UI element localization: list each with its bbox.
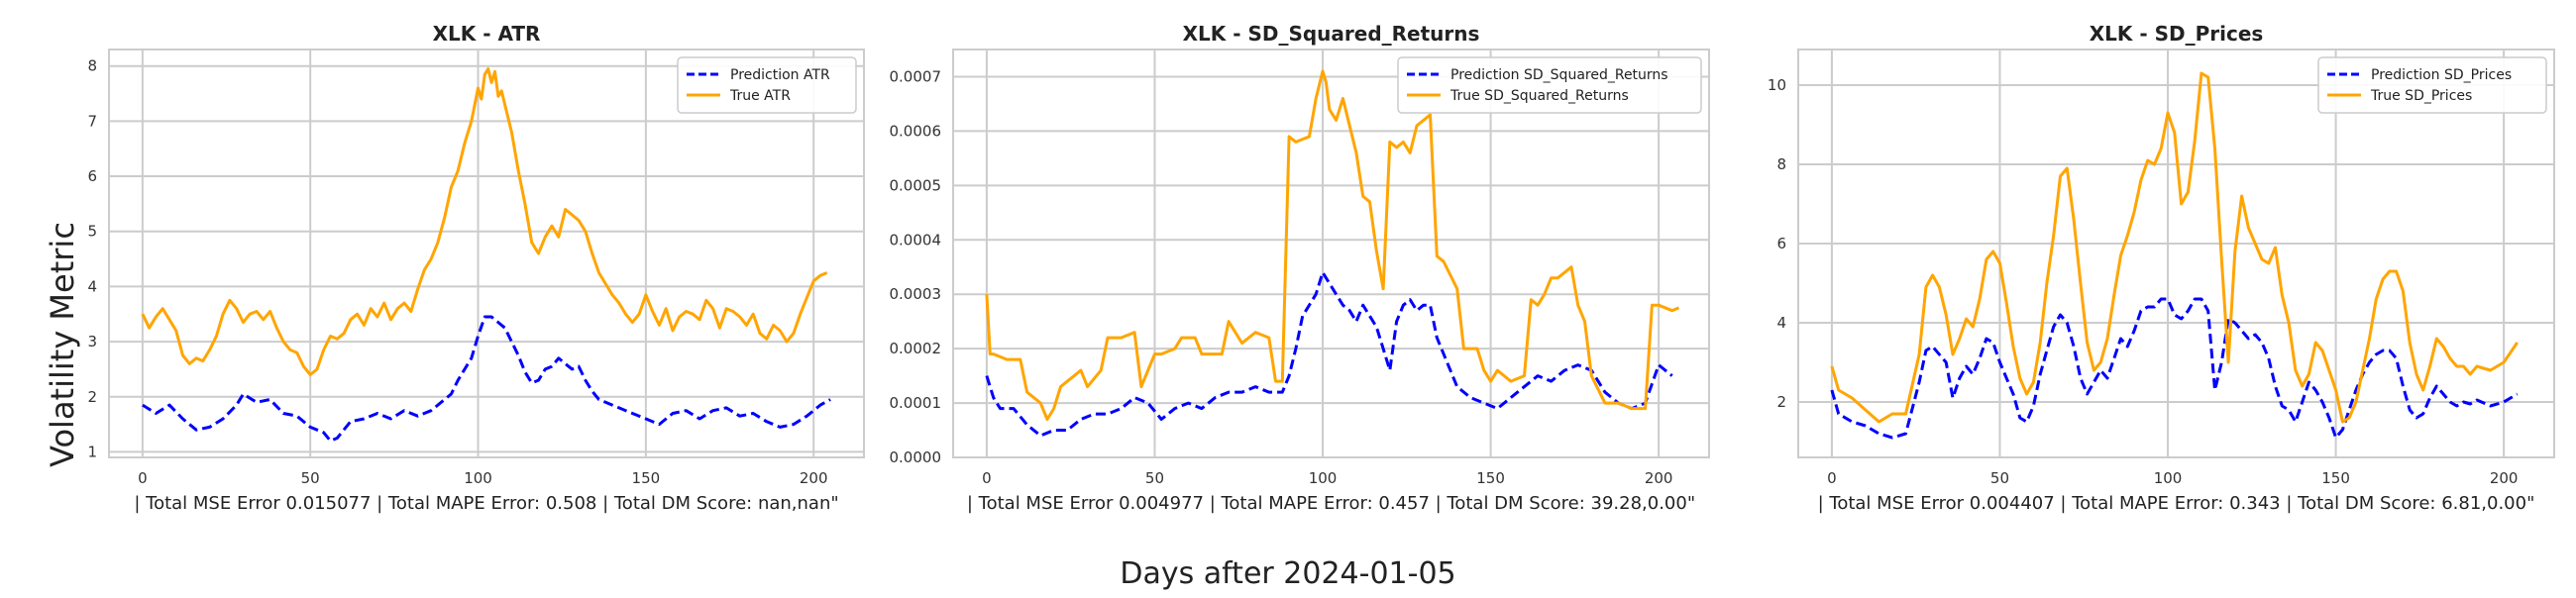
x-tick-label: 100 — [464, 469, 492, 487]
chart-panel-3: 0 50 100 150 200 2 4 6 8 10 XLK - SD_Prices | Total… — [1768, 22, 2555, 514]
y-tick-label: 2 — [1776, 393, 1786, 411]
legend: Prediction ATR True ATR — [677, 56, 857, 114]
x-tick-label: 200 — [800, 469, 828, 487]
x-tick-label: 150 — [2321, 469, 2350, 487]
y-tick-label: 0.0000 — [890, 448, 942, 466]
chart-title: XLK - ATR — [433, 22, 541, 46]
series-line-true — [985, 69, 1680, 421]
x-tick-label: 50 — [1990, 469, 2009, 487]
y-tick-label: 6 — [1776, 235, 1786, 252]
y-tick-label: 10 — [1768, 76, 1786, 94]
x-tick-label: 150 — [632, 469, 661, 487]
y-tick-label: 0.0007 — [890, 67, 942, 85]
y-tick-label: 0.0002 — [890, 340, 942, 357]
legend-label-prediction: Prediction ATR — [730, 67, 830, 83]
x-tick-label: 50 — [1145, 469, 1164, 487]
series-line-true — [1830, 71, 2519, 424]
y-tick-label: 1 — [87, 443, 97, 460]
y-tick-label: 0.0005 — [890, 176, 942, 194]
legend-box — [2317, 56, 2547, 114]
x-tick-label: 200 — [2490, 469, 2519, 487]
plot-area — [1798, 50, 2554, 457]
x-tick-label: 100 — [2154, 469, 2183, 487]
x-tick-label: 0 — [982, 469, 992, 487]
figure-ylabel: Volatility Metric — [44, 222, 81, 467]
legend-label-true: True SD_Squared_Returns — [1449, 88, 1629, 104]
x-tick-label: 150 — [1476, 469, 1505, 487]
legend-label-prediction: Prediction SD_Prices — [2371, 67, 2512, 83]
x-axis-label: | Total MSE Error 0.004407 | Total MAPE … — [1818, 493, 2535, 514]
y-tick-label: 5 — [87, 223, 97, 241]
y-tick-label: 0.0001 — [890, 394, 942, 412]
y-tick-label: 0.0003 — [890, 285, 942, 303]
y-tick-label: 3 — [87, 333, 97, 350]
x-axis-label: | Total MSE Error 0.004977 | Total MAPE … — [967, 493, 1695, 514]
series-line-prediction — [985, 270, 1673, 438]
figure-xlabel: Days after 2024-01-05 — [1120, 556, 1455, 591]
chart-panel-2: 0 50 100 150 200 0.0000 0.0001 0.0002 0.0003 0.00… — [890, 22, 1710, 514]
plot-area — [953, 50, 1709, 457]
y-tick-label: 4 — [87, 277, 97, 295]
plot-frame — [108, 49, 865, 458]
x-axis-label: | Total MSE Error 0.015077 | Total MAPE … — [134, 493, 838, 514]
y-tick-label: 4 — [1776, 314, 1786, 332]
x-tick-label: 0 — [138, 469, 148, 487]
legend-label-prediction: Prediction SD_Squared_Returns — [1450, 67, 1668, 83]
chart-title: XLK - SD_Prices — [2090, 22, 2264, 46]
y-tick-label: 6 — [87, 167, 97, 185]
series-line-true — [141, 67, 828, 376]
y-tick-label: 0.0004 — [890, 231, 942, 249]
legend-label-true: True SD_Prices — [2370, 88, 2472, 104]
legend-box — [677, 56, 857, 114]
legend-box — [1397, 56, 1702, 114]
x-tick-label: 0 — [1827, 469, 1837, 487]
series-line-prediction — [142, 315, 831, 443]
y-tick-label: 8 — [87, 57, 97, 75]
chart-title: XLK - SD_Squared_Returns — [1183, 22, 1480, 46]
x-tick-label: 50 — [301, 469, 320, 487]
plot-frame — [952, 49, 1710, 458]
legend: Prediction SD_Squared_Returns True SD_Squ… — [1397, 56, 1702, 114]
plot-frame — [1797, 49, 2555, 458]
y-tick-label: 7 — [87, 112, 97, 130]
x-tick-label: 100 — [1309, 469, 1338, 487]
y-tick-label: 0.0006 — [890, 122, 942, 140]
legend: Prediction SD_Prices True SD_Prices — [2317, 56, 2547, 114]
y-tick-label: 2 — [87, 388, 97, 406]
plot-area — [109, 50, 864, 457]
legend-label-true: True ATR — [729, 88, 791, 104]
series-line-prediction — [1830, 297, 2519, 440]
y-tick-label: 8 — [1776, 155, 1786, 173]
chart-panel-1: 0 50 100 150 200 1 2 3 4 5 6 7 8 XLK - ATR | Total MSE… — [87, 22, 865, 514]
x-tick-label: 200 — [1645, 469, 1673, 487]
